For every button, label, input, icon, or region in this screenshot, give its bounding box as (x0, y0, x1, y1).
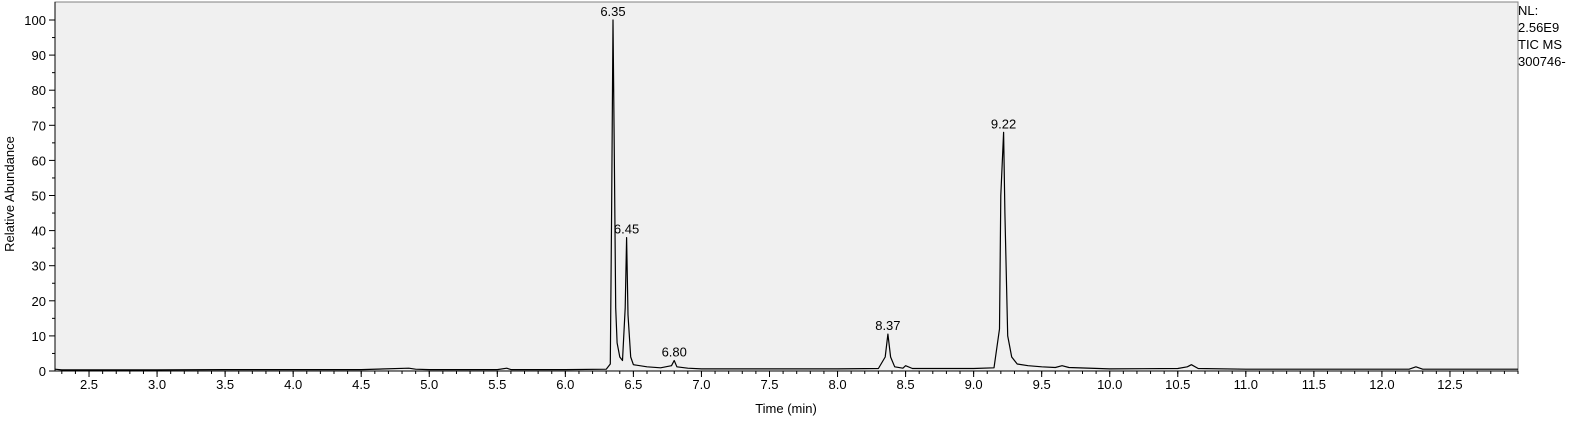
x-tick-label: 5.0 (420, 377, 438, 392)
tic-trace-line (54, 19, 1518, 371)
x-axis: 2.5 3.0 3.5 4.0 4.5 5.0 5.5 6.0 6.5 7.0 7.5 8.0 8.5 9… (55, 370, 1518, 392)
x-tick-label: 12.0 (1369, 377, 1394, 392)
y-tick-label: 100 (24, 13, 46, 28)
peak-label: 6.45 (614, 222, 639, 237)
y-tick-label: 50 (32, 189, 46, 204)
x-tick-label: 10.5 (1165, 377, 1190, 392)
peak-label: 9.22 (991, 116, 1016, 131)
scan-filter-label: TIC MS (1518, 37, 1563, 52)
x-tick-label: 9.5 (1033, 377, 1051, 392)
y-tick-label: 10 (32, 329, 46, 344)
normalization-value: 2.56E9 (1518, 20, 1560, 35)
x-tick-label: 3.0 (148, 377, 166, 392)
x-tick-label: 4.5 (352, 377, 370, 392)
y-axis: 0 10 20 30 40 50 60 70 80 90 100 (24, 2, 56, 379)
x-tick-label: 6.0 (556, 377, 574, 392)
y-tick-label: 70 (32, 118, 46, 133)
x-tick-label: 11.0 (1234, 377, 1258, 392)
peak-label: 6.35 (600, 4, 625, 19)
x-tick-label: 8.5 (897, 377, 915, 392)
x-tick-label: 7.0 (692, 377, 710, 392)
y-tick-label: 80 (32, 83, 46, 98)
x-tick-label: 4.0 (284, 377, 302, 392)
x-tick-label: 7.5 (760, 377, 778, 392)
y-tick-label: 60 (32, 153, 46, 168)
y-axis-title: Relative Abundance (2, 136, 17, 252)
peak-label: 8.37 (875, 318, 900, 333)
normalization-label: NL: (1518, 3, 1539, 18)
x-tick-label: 2.5 (80, 377, 98, 392)
y-tick-label: 40 (32, 224, 46, 239)
x-tick-label: 11.5 (1302, 377, 1326, 392)
x-tick-label: 10.0 (1097, 377, 1122, 392)
plot-area (54, 1, 1519, 372)
peak-labels: 6.35 6.45 6.80 8.37 9.22 (600, 4, 1016, 359)
y-tick-label: 30 (32, 259, 46, 274)
x-tick-label: 9.0 (965, 377, 983, 392)
x-tick-label: 8.0 (828, 377, 846, 392)
x-axis-title: Time (min) (755, 401, 817, 416)
x-tick-label: 3.5 (216, 377, 234, 392)
x-tick-label: 6.5 (624, 377, 642, 392)
y-tick-label: 90 (32, 48, 46, 63)
x-tick-label: 5.5 (488, 377, 506, 392)
x-tick-label: 12.5 (1437, 377, 1462, 392)
y-tick-label: 20 (32, 294, 46, 309)
y-tick-label: 0 (39, 364, 46, 379)
file-name-label: 300746- (1518, 54, 1566, 69)
peak-label: 6.80 (662, 344, 687, 359)
